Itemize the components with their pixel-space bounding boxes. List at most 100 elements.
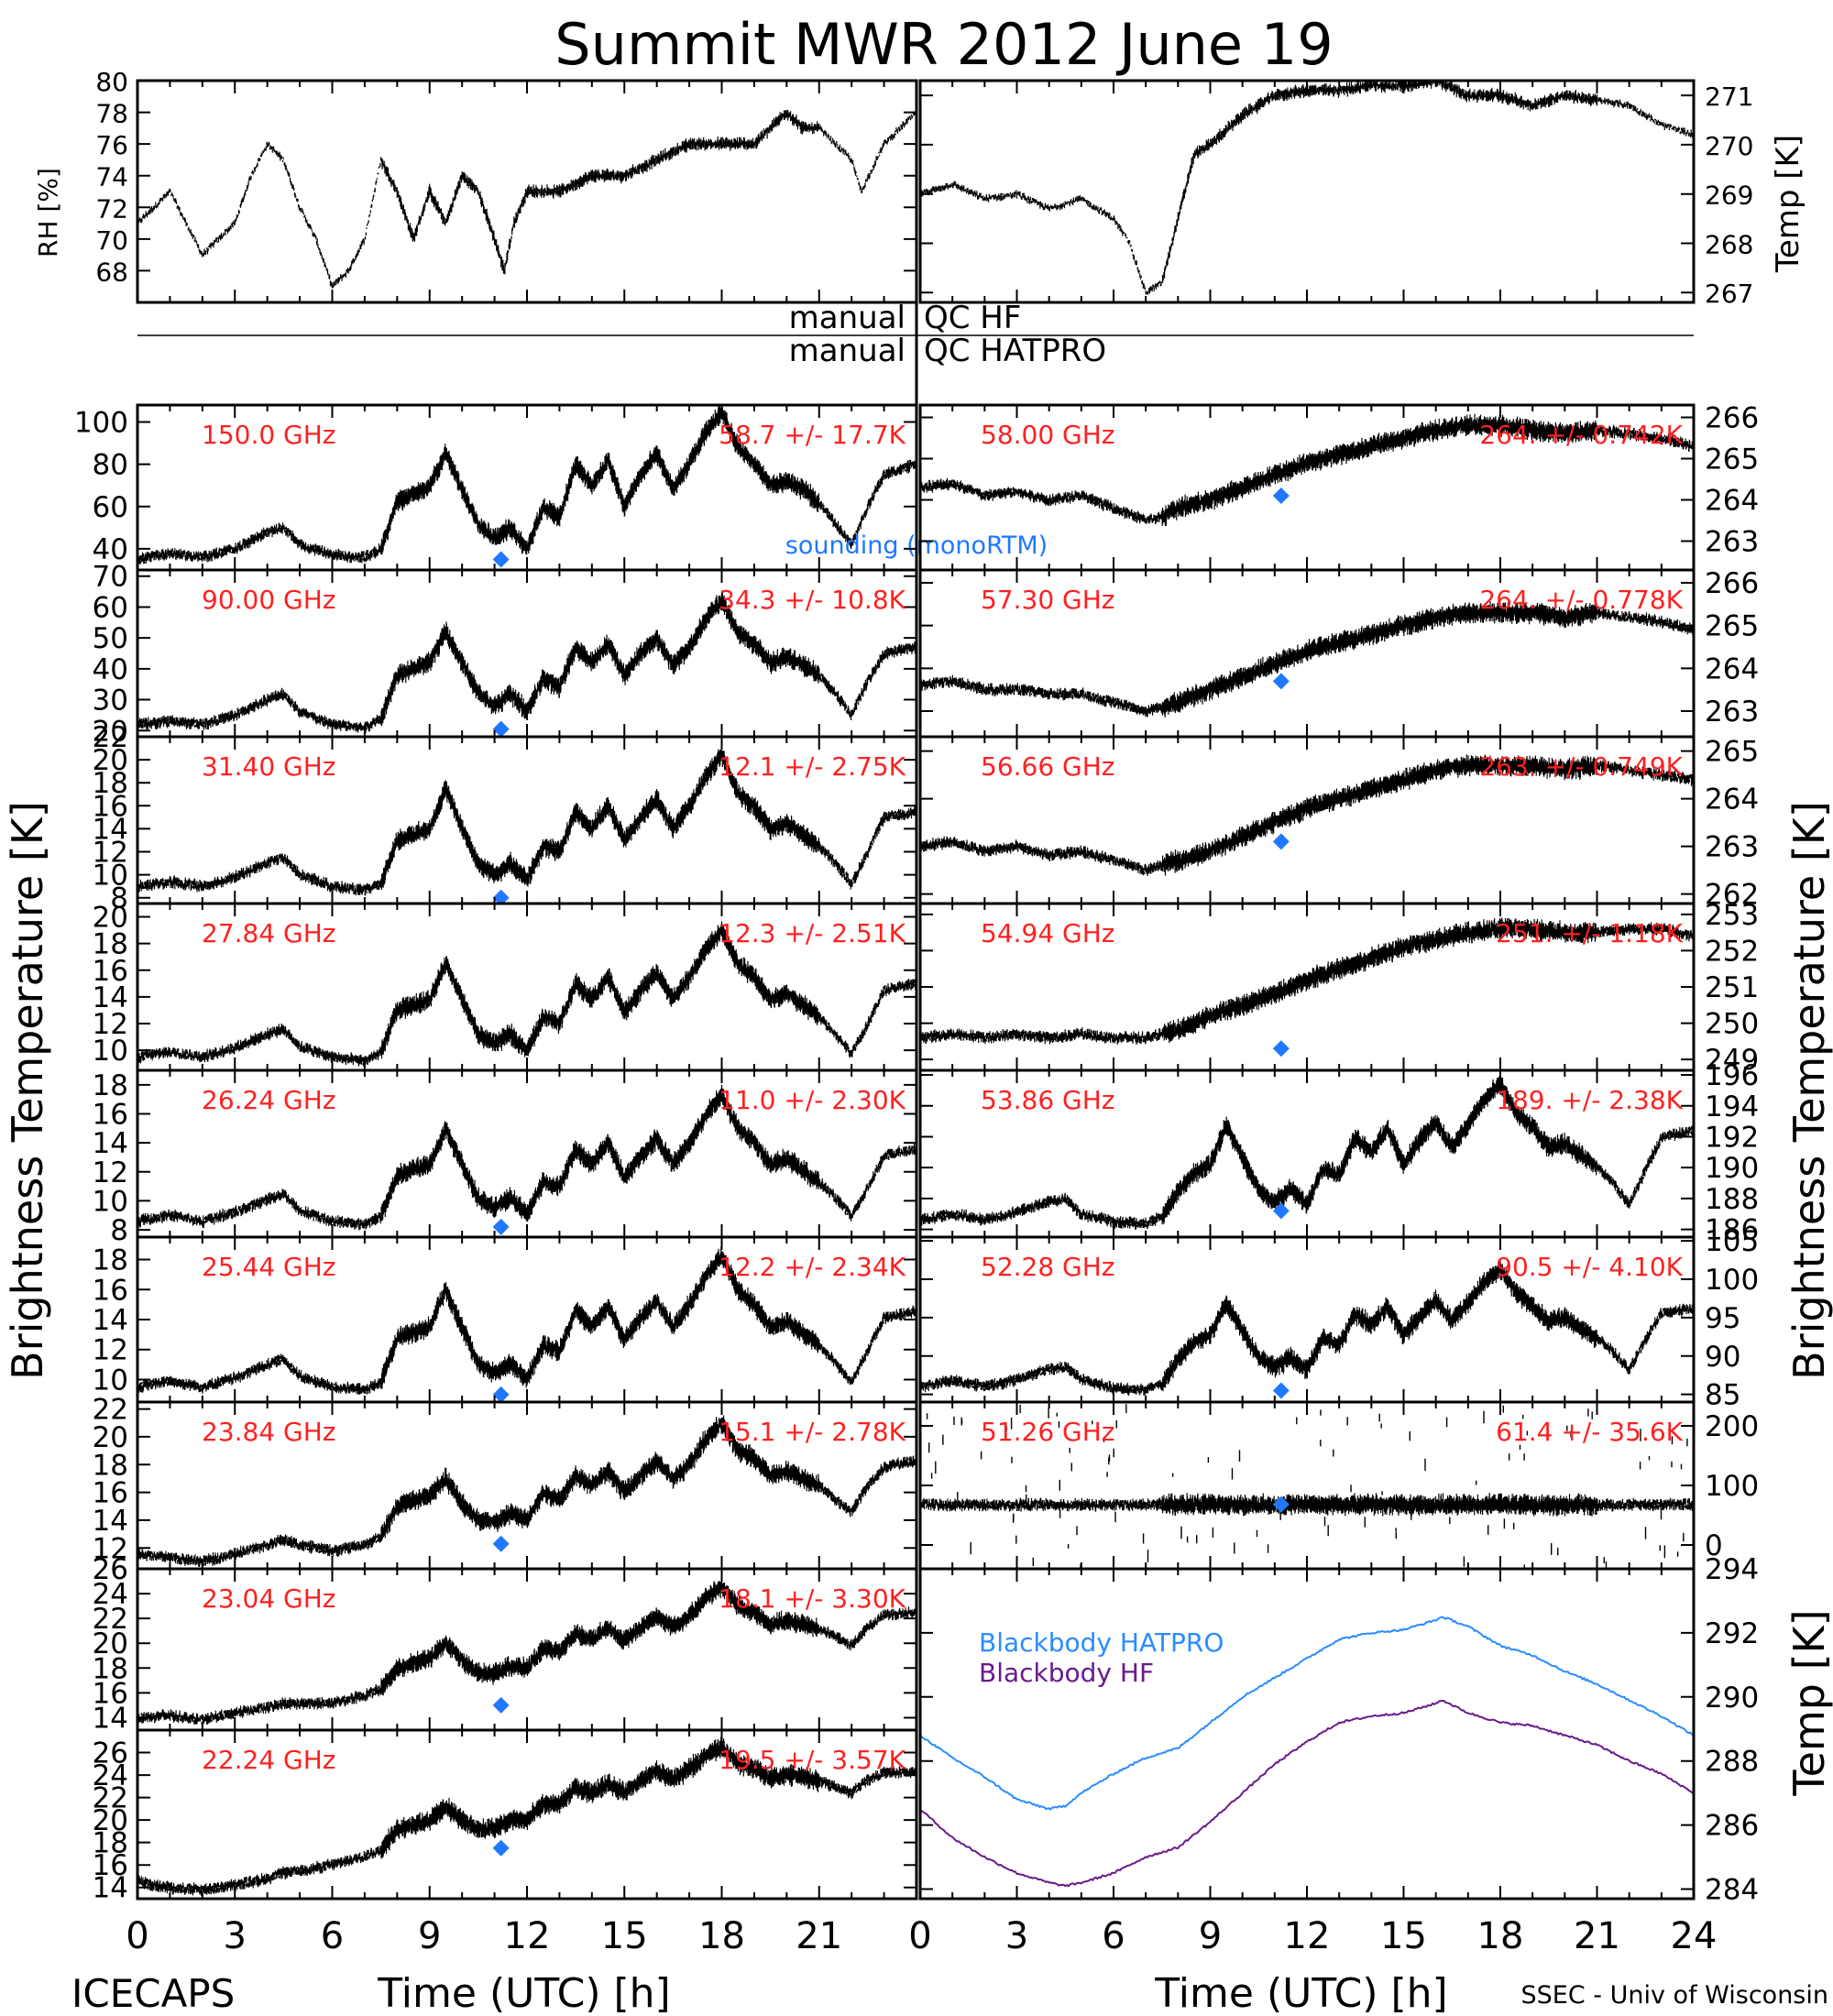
series-line-hatpro [920, 1616, 1694, 1811]
sounding-marker [492, 1535, 510, 1552]
x-tick-label: 24 [1671, 1915, 1718, 1957]
plot-area [920, 917, 1694, 1057]
y-tick-label: 270 [1705, 131, 1753, 161]
channel-label: 26.24 GHz [202, 1085, 336, 1115]
series-trace [137, 921, 916, 1067]
x-ticks [137, 1569, 917, 1730]
y-tick-label: 100 [1705, 1470, 1759, 1503]
series-trace [137, 405, 916, 564]
y-tick-label: 68 [95, 257, 128, 287]
x-ticks [919, 1070, 1695, 1237]
y-tick-label: 14 [93, 1702, 128, 1735]
x-tick-label: 21 [1574, 1915, 1620, 1957]
channel-label: 54.94 GHz [981, 918, 1115, 948]
sounding-marker [1272, 833, 1290, 850]
y-tick-label: 264 [1705, 485, 1759, 518]
channel-label: 57.30 GHz [981, 585, 1115, 615]
channel-label: 31.40 GHz [202, 751, 336, 782]
plot-area [137, 1580, 916, 1726]
channel-label: 23.84 GHz [202, 1417, 336, 1447]
y-tick-label: 249 [1705, 1044, 1759, 1077]
y-ticks [137, 1083, 916, 1232]
y-tick-label: 253 [1705, 899, 1759, 932]
x-ticks [137, 904, 917, 1070]
x-tick-label: 3 [224, 1915, 247, 1957]
y-tick-label: 290 [1705, 1682, 1759, 1715]
y-tick-label: 90 [1705, 1341, 1740, 1374]
channel-label: 90.00 GHz [202, 585, 336, 615]
y-ticks [137, 736, 916, 899]
panel-frame [918, 79, 1696, 304]
sounding-marker [1272, 673, 1290, 690]
y-tick-label: 40 [93, 653, 128, 686]
y-tick-label: 188 [1705, 1183, 1759, 1216]
panel-56-66-ghz: 262 263 264 265 56.66 GHz 263. +/- 0.749K [918, 735, 1759, 912]
channel-stat: 189. +/- 2.38K [1496, 1085, 1683, 1115]
channel-label: 27.84 GHz [202, 918, 336, 948]
plot-area [137, 405, 916, 568]
plot-area [920, 754, 1694, 876]
x-ticks [919, 405, 1695, 570]
y-tick-label: 50 [93, 622, 128, 655]
y-tick-label: 12 [93, 1334, 128, 1367]
channel-stat: 58.7 +/- 17.7K [719, 420, 906, 450]
footer-icecaps: ICECAPS [71, 1971, 235, 2016]
series-trace [920, 601, 1694, 718]
y-tick-label: 292 [1705, 1617, 1759, 1650]
channel-label: 25.44 GHz [202, 1252, 336, 1282]
channel-stat: 264. +/- 0.778K [1479, 585, 1683, 615]
y-tick-label: 20 [93, 744, 128, 777]
plot-area [920, 601, 1694, 718]
x-axis-label-left: Time (UTC) [h] [377, 1970, 670, 2016]
qc-hatpro-label: QC HATPRO [924, 333, 1106, 369]
y-tick-label: 26 [93, 1737, 128, 1770]
y-ticks [137, 1568, 916, 1719]
y-ticks [137, 1258, 916, 1381]
y-tick-label: 40 [93, 533, 128, 566]
y-tick-label: 18 [93, 767, 128, 800]
x-tick-label: 12 [1284, 1915, 1331, 1957]
x-tick-label: 0 [126, 1915, 148, 1957]
plot-area [137, 1246, 916, 1402]
y-tick-label: 267 [1705, 279, 1753, 309]
y-ticks [920, 1568, 1694, 1890]
y-tick-label: 80 [95, 67, 128, 97]
y-tick-label: 60 [93, 491, 128, 524]
y-tick-label: 200 [1705, 1410, 1759, 1443]
y-tick-label: 16 [93, 1677, 128, 1710]
y-tick-label: 20 [93, 1804, 128, 1837]
y-tick-label: 252 [1705, 935, 1759, 968]
y-tick-label: 269 [1705, 181, 1753, 211]
y-tick-label: 264 [1705, 783, 1759, 816]
y-ticks [920, 750, 1694, 895]
sounding-marker [492, 1218, 510, 1235]
y-tick-label: 271 [1705, 82, 1753, 112]
x-tick-label: 15 [601, 1915, 648, 1957]
series-trace [920, 754, 1694, 876]
channel-stat: 18.1 +/- 3.30K [719, 1583, 906, 1614]
sounding-marker [492, 1386, 510, 1402]
y-tick-label: 30 [93, 685, 128, 718]
channel-stat: 11.0 +/- 2.30K [719, 1085, 906, 1115]
channel-label: 22.24 GHz [202, 1745, 336, 1775]
channel-stat: 15.1 +/- 2.78K [719, 1417, 906, 1447]
y-tick-label: 24 [93, 1578, 128, 1611]
y-tick-label: 20 [93, 1627, 128, 1660]
y-tick-label: 100 [1705, 1264, 1759, 1297]
sounding-marker [492, 1839, 510, 1857]
channel-label: 150.0 GHz [202, 420, 336, 450]
x-ticks [919, 81, 1695, 302]
y-tick-label: 196 [1705, 1059, 1759, 1092]
channel-stat: 19.5 +/- 3.57K [719, 1745, 906, 1775]
sounding-marker [1272, 1202, 1290, 1220]
x-tick-label: 9 [418, 1915, 441, 1957]
series-trace [920, 1493, 1694, 1517]
